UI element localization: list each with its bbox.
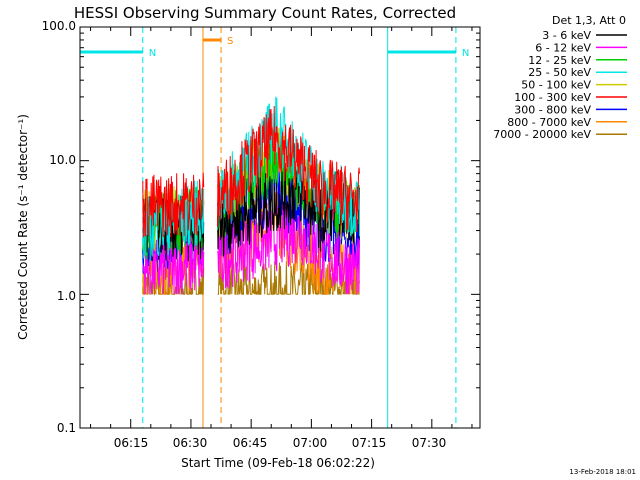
y-tick-labels: 0.1 1.0 10.0 100.0: [42, 19, 76, 435]
legend-label: 300 - 800 keV: [514, 103, 591, 116]
legend-label: 800 - 7000 keV: [507, 116, 591, 129]
x-tick-label: 06:45: [233, 436, 268, 450]
timestamp: 13-Feb-2018 18:01: [569, 468, 636, 476]
annotation-label: S: [227, 36, 233, 47]
x-tick-label: 07:30: [412, 436, 447, 450]
chart-title: HESSI Observing Summary Count Rates, Cor…: [74, 4, 456, 22]
axes: [79, 26, 481, 429]
legend-title: Det 1,3, Att 0: [552, 14, 626, 27]
series-line: [142, 105, 360, 238]
legend-label: 7000 - 20000 keV: [493, 128, 591, 141]
legend-label: 50 - 100 keV: [521, 79, 591, 92]
legend-label: 12 - 25 keV: [528, 54, 591, 67]
x-tick-label: 07:15: [352, 436, 387, 450]
series-line: [142, 259, 360, 296]
x-tick-label: 06:30: [173, 436, 208, 450]
annotation-layer: N N S: [79, 27, 469, 428]
legend-label: 25 - 50 keV: [528, 66, 591, 79]
legend: Det 1,3, Att 0: [552, 14, 626, 27]
y-axis-label: Corrected Count Rate (s⁻¹ detector⁻¹): [16, 114, 30, 340]
legend-label: 6 - 12 keV: [535, 41, 591, 54]
legend-label: 3 - 6 keV: [542, 29, 591, 42]
data-layer: [142, 96, 360, 296]
x-tick-labels: 06:15 06:30 06:45 07:00 07:15 07:30: [114, 436, 447, 450]
annotation-label: N: [462, 48, 469, 59]
annotation-label: N: [149, 48, 156, 59]
y-tick-label: 10.0: [49, 153, 76, 167]
y-tick-label: 100.0: [42, 19, 76, 33]
x-axis-label: Start Time (09-Feb-18 06:02:22): [181, 456, 375, 470]
plot-frame: [79, 26, 481, 429]
legend-label: 100 - 300 keV: [514, 91, 591, 104]
y-tick-label: 1.0: [57, 289, 76, 303]
x-tick-label: 07:00: [293, 436, 328, 450]
x-tick-label: 06:15: [114, 436, 149, 450]
y-tick-label: 0.1: [57, 421, 76, 435]
